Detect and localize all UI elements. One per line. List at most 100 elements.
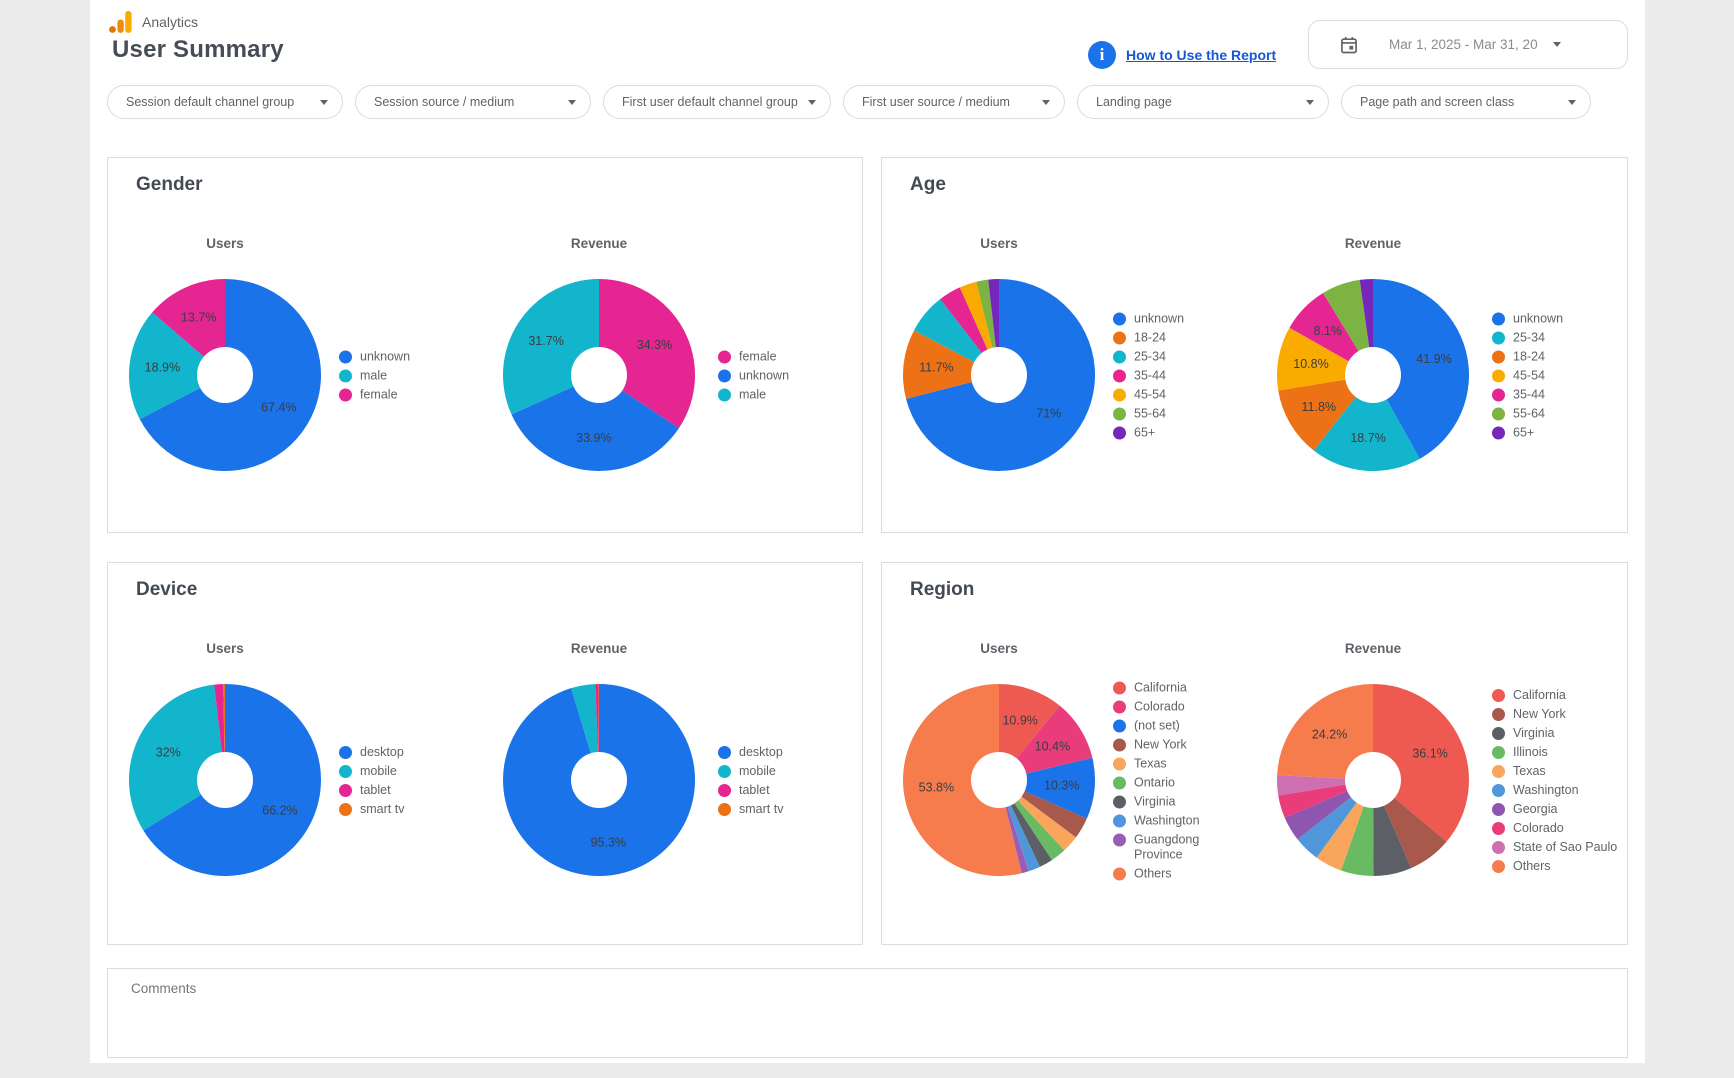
donut-gender-revenue[interactable]: 34.3% 33.9% 31.7% bbox=[502, 278, 696, 472]
legend-region-revenue: California New York Virginia Illinois Texas W… bbox=[1492, 686, 1624, 876]
legend-item: Others bbox=[1492, 857, 1624, 876]
legend-label: Others bbox=[1513, 859, 1551, 873]
legend-dot-icon bbox=[718, 746, 731, 759]
donut-slice[interactable] bbox=[152, 279, 225, 375]
chart-gender-users: Users 67.4% 18.9% 13.7% bbox=[128, 236, 322, 472]
donut-region-revenue[interactable]: 36.1% 24.2% bbox=[1276, 683, 1470, 877]
legend-label: 65+ bbox=[1134, 425, 1156, 440]
comments-label: Comments bbox=[131, 981, 197, 996]
filter-page-path-screen-class[interactable]: Page path and screen class bbox=[1341, 85, 1591, 119]
legend-item: 65+ bbox=[1113, 424, 1245, 443]
legend-dot-icon bbox=[1492, 407, 1505, 421]
chevron-down-icon bbox=[1042, 99, 1050, 105]
legend-label: Colorado bbox=[1513, 821, 1564, 835]
legend-dot-icon bbox=[1113, 757, 1126, 771]
legend-dot-icon bbox=[1113, 719, 1126, 733]
slice-label: 36.1% bbox=[1412, 746, 1447, 760]
donut-slice[interactable] bbox=[1373, 780, 1447, 869]
donut-device-revenue[interactable]: 95.3% bbox=[502, 683, 696, 877]
donut-slice[interactable] bbox=[511, 375, 679, 472]
legend-item: desktop bbox=[718, 743, 850, 762]
legend-label: unknown bbox=[739, 368, 790, 383]
card-title: Gender bbox=[136, 174, 203, 195]
chevron-down-icon bbox=[1568, 99, 1576, 105]
legend-label: Others bbox=[1134, 866, 1172, 881]
legend-label: 25-34 bbox=[1513, 330, 1545, 345]
legend-item: 25-34 bbox=[1492, 329, 1624, 348]
donut-slice[interactable] bbox=[1373, 684, 1469, 842]
legend-dot-icon bbox=[1113, 681, 1126, 695]
legend-dot-icon bbox=[339, 784, 352, 797]
donut-slice[interactable] bbox=[1373, 279, 1469, 459]
chart-age-revenue: Revenue 41.9% 18.7% 11.8% 10.8% 8.1% bbox=[1276, 236, 1470, 472]
donut-slice[interactable] bbox=[999, 705, 1093, 780]
slice-label: 18.9% bbox=[145, 361, 180, 375]
filter-session-source-medium[interactable]: Session source / medium bbox=[355, 85, 591, 119]
legend-dot-icon bbox=[1113, 795, 1126, 809]
filter-session-default-channel-group[interactable]: Session default channel group bbox=[107, 85, 343, 119]
legend-dot-icon bbox=[1492, 426, 1505, 440]
donut-gender-users[interactable]: 67.4% 18.9% 13.7% bbox=[128, 278, 322, 472]
donut-slice[interactable] bbox=[1289, 292, 1373, 375]
card-title: Region bbox=[910, 579, 975, 600]
legend-device-users: desktop mobile tablet smart tv bbox=[339, 743, 471, 819]
chart-device-users: Users 66.2% 32% bbox=[128, 641, 322, 877]
legend-item: New York bbox=[1492, 705, 1624, 724]
donut-slice[interactable] bbox=[999, 757, 1096, 819]
legend-item: 35-44 bbox=[1113, 367, 1245, 386]
donut-age-users[interactable]: 71% 11.7% bbox=[902, 278, 1096, 472]
comments-box[interactable]: Comments bbox=[107, 968, 1628, 1058]
how-to-use-link[interactable]: How to Use the Report bbox=[1126, 47, 1277, 63]
filter-first-user-source-medium[interactable]: First user source / medium bbox=[843, 85, 1065, 119]
legend-item: smart tv bbox=[339, 800, 471, 819]
donut-slice[interactable] bbox=[599, 279, 696, 429]
legend-dot-icon bbox=[339, 746, 352, 759]
legend-dot-icon bbox=[339, 765, 352, 778]
slice-label: 41.9% bbox=[1416, 352, 1451, 366]
legend-item: State of Sao Paulo bbox=[1492, 838, 1624, 857]
info-icon[interactable]: i bbox=[1088, 41, 1116, 69]
donut-slice[interactable] bbox=[903, 684, 1022, 876]
donut-slice[interactable] bbox=[903, 330, 999, 399]
donut-slice[interactable] bbox=[914, 299, 999, 375]
legend-label: male bbox=[739, 387, 767, 402]
donut-device-users[interactable]: 66.2% 32% bbox=[128, 683, 322, 877]
legend-item: Virginia bbox=[1113, 793, 1245, 812]
legend-dot-icon bbox=[1492, 803, 1505, 816]
filter-first-user-default-channel-group[interactable]: First user default channel group bbox=[603, 85, 831, 119]
legend-item: mobile bbox=[339, 762, 471, 781]
legend-item: 18-24 bbox=[1492, 348, 1624, 367]
legend-item: Colorado bbox=[1113, 698, 1245, 717]
donut-region-users[interactable]: 10.9% 10.4% 10.3% 53.8% bbox=[902, 683, 1096, 877]
legend-item: Washington bbox=[1492, 781, 1624, 800]
legend-item: 35-44 bbox=[1492, 386, 1624, 405]
legend-dot-icon bbox=[1113, 350, 1126, 364]
donut-slice[interactable] bbox=[129, 312, 225, 420]
legend-item: Illinois bbox=[1492, 743, 1624, 762]
brand-label: Analytics bbox=[142, 14, 199, 30]
legend-item: Guangdong Province bbox=[1113, 831, 1245, 865]
legend-dot-icon bbox=[1113, 312, 1126, 326]
donut-slice[interactable] bbox=[999, 684, 1060, 780]
date-range-picker[interactable]: Mar 1, 2025 - Mar 31, 20 bbox=[1308, 20, 1628, 69]
chart-title: Revenue bbox=[1344, 236, 1402, 251]
chart-age-users: Users 71% 11.7% bbox=[902, 236, 1096, 472]
chevron-down-icon bbox=[320, 99, 328, 105]
legend-gender-users: unknown male female bbox=[339, 348, 471, 405]
legend-dot-icon bbox=[1492, 350, 1505, 364]
legend-dot-icon bbox=[339, 350, 352, 364]
analytics-logo-icon bbox=[109, 11, 132, 33]
legend-label: male bbox=[360, 368, 388, 383]
legend-item: 55-64 bbox=[1113, 405, 1245, 424]
donut-slice[interactable] bbox=[1277, 684, 1373, 780]
chart-title: Revenue bbox=[570, 641, 628, 656]
donut-slice[interactable] bbox=[1278, 375, 1373, 451]
donut-slice[interactable] bbox=[1313, 375, 1420, 471]
legend-dot-icon bbox=[1492, 369, 1505, 383]
filter-landing-page[interactable]: Landing page bbox=[1077, 85, 1329, 119]
legend-dot-icon bbox=[339, 369, 352, 383]
legend-dot-icon bbox=[1113, 331, 1126, 345]
card-age: Age Users 71% 11.7% unknown 18-24 25-34 35-4… bbox=[881, 157, 1628, 533]
donut-age-revenue[interactable]: 41.9% 18.7% 11.8% 10.8% 8.1% bbox=[1276, 278, 1470, 472]
